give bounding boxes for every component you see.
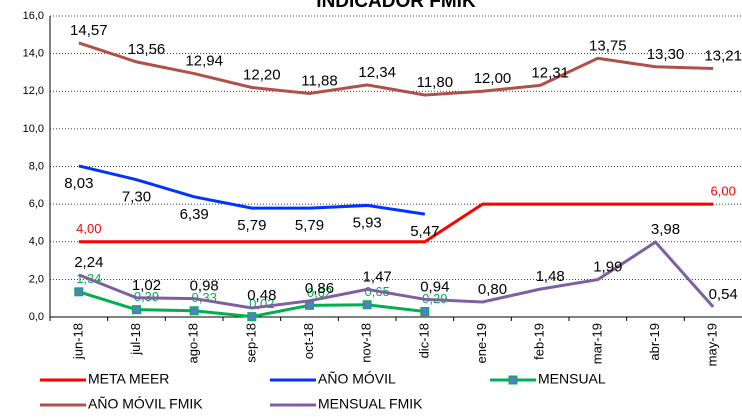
data-label: 12,31 (531, 64, 569, 81)
y-tick-label: 10,0 (23, 123, 44, 135)
x-tick-label: jul-18 (128, 323, 143, 356)
data-label: 0,48 (247, 287, 276, 304)
data-label: 12,20 (243, 66, 281, 83)
legend-marker (508, 375, 518, 385)
marker (132, 305, 141, 315)
y-tick-label: 0,0 (29, 311, 44, 323)
series-line (78, 41, 714, 97)
data-label: 1,48 (536, 268, 565, 285)
chart-title: INDICADOR FMIK (316, 0, 476, 12)
data-label: 5,93 (353, 214, 382, 231)
y-tick-label: 8,0 (29, 160, 44, 172)
data-label: 5,79 (237, 217, 266, 234)
data-label: 0,54 (709, 286, 738, 303)
x-tick-label: dic-18 (416, 323, 431, 358)
x-tick-label: ene-19 (474, 323, 489, 363)
data-label: 13,21 (704, 47, 742, 64)
data-label: 12,00 (474, 70, 512, 87)
legend-label: META MEER (88, 371, 169, 387)
series-line (78, 240, 715, 310)
data-label: 5,79 (295, 217, 324, 234)
marker (247, 312, 257, 322)
data-label: 1,02 (132, 277, 161, 294)
x-tick-label: jun-18 (70, 323, 85, 360)
data-label: 14,57 (70, 22, 108, 39)
data-label: 3,98 (651, 221, 680, 238)
data-label: 6,00 (711, 184, 736, 199)
data-label: 8,03 (64, 175, 93, 192)
data-label: 13,56 (128, 41, 166, 58)
data-label: 12,34 (358, 64, 396, 81)
marker (420, 307, 430, 317)
data-label: 0,94 (420, 278, 449, 295)
data-label: 4,00 (76, 221, 101, 236)
y-tick-label: 16,0 (23, 10, 44, 22)
data-label: 0,62 (307, 285, 332, 300)
legend-label: AÑO MÓVIL FMIK (88, 396, 203, 412)
data-label: 0,98 (190, 278, 219, 295)
series-line (78, 164, 426, 216)
data-label: 13,30 (647, 46, 685, 63)
data-label: 11,80 (417, 74, 453, 91)
data-label: 6,39 (180, 206, 209, 223)
x-tick-label: oct-18 (301, 323, 316, 359)
x-tick-label: feb-19 (532, 323, 547, 360)
data-label: 7,30 (122, 189, 151, 206)
data-label: 2,24 (74, 254, 103, 271)
y-tick-label: 6,0 (29, 198, 44, 210)
data-label: 1,47 (363, 268, 392, 285)
data-label: 5,47 (410, 223, 439, 240)
data-label: 12,94 (185, 53, 223, 70)
x-tick-label: mar-19 (589, 323, 604, 364)
legend-label: MENSUAL (538, 371, 606, 387)
data-label: 0,86 (305, 280, 334, 297)
y-tick-label: 4,0 (29, 236, 44, 248)
legend-label: MENSUAL FMIK (318, 396, 423, 412)
data-label: 13,75 (589, 37, 627, 54)
x-tick-label: abr-19 (647, 323, 662, 361)
x-tick-label: may-19 (705, 323, 720, 366)
y-tick-label: 2,0 (29, 273, 44, 285)
data-label: 1,99 (593, 259, 622, 276)
marker (189, 306, 199, 316)
series-line (78, 202, 714, 244)
x-tick-label: ago-18 (186, 323, 201, 363)
x-tick-label: nov-18 (359, 323, 374, 363)
marker (362, 300, 372, 310)
x-tick-label: sep-18 (243, 323, 258, 363)
y-tick-label: 12,0 (23, 85, 44, 97)
data-label: 0,80 (478, 281, 507, 298)
data-label: 11,88 (301, 72, 337, 89)
marker (74, 287, 84, 297)
legend-label: AÑO MÓVIL (318, 371, 396, 387)
y-tick-label: 14,0 (23, 48, 44, 60)
